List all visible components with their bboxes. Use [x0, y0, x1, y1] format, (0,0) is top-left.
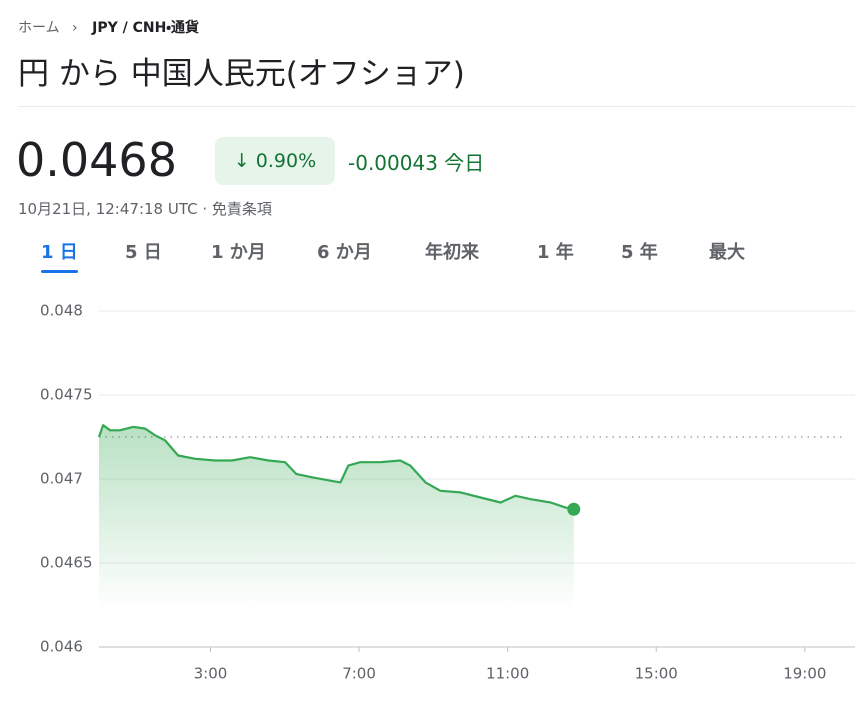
range-tab[interactable]: 5 日	[125, 242, 162, 263]
x-tick-label: 19:00	[783, 665, 826, 683]
price-line	[97, 424, 575, 511]
x-tick-label: 15:00	[635, 665, 678, 683]
y-tick-label: 0.048	[40, 302, 83, 320]
change-percent: 0.90%	[255, 150, 317, 172]
change-badge: ↓ 0.90%	[215, 137, 335, 185]
timestamp-row: 10月21日, 12:47:18 UTC · 免責条項	[18, 200, 272, 218]
breadcrumb-home[interactable]: ホーム	[18, 20, 60, 36]
breadcrumb: ホーム › JPY / CNH・通貨	[18, 20, 200, 36]
y-tick-label: 0.046	[40, 638, 83, 656]
chart: 0.046 0.0465 0.047 0.0475 0.048 3:00 7:00 11:00…	[40, 302, 855, 683]
timestamp: 10月21日, 12:47:18 UTC	[18, 200, 198, 218]
change-period: 今日	[444, 151, 485, 175]
y-tick-label: 0.047	[40, 470, 83, 488]
range-tab[interactable]: 6 か月	[317, 242, 372, 263]
range-tab[interactable]: 1 か月	[211, 242, 266, 263]
page-title: 円 から 中国人民元(オフショア)	[18, 56, 465, 92]
range-tab[interactable]: 5 年	[621, 242, 658, 263]
range-tab[interactable]: 1 日	[41, 238, 78, 273]
range-tab[interactable]: 年初来	[425, 242, 479, 263]
change-value: -0.00043	[348, 151, 438, 175]
x-tick-label: 7:00	[342, 665, 376, 683]
breadcrumb-current: JPY / CNH・通貨	[92, 20, 200, 36]
area	[99, 425, 574, 610]
divider	[18, 106, 855, 107]
x-tick-label: 11:00	[486, 665, 529, 683]
y-tick-label: 0.0475	[40, 386, 93, 404]
disclaimer[interactable]: 免責条項	[211, 200, 272, 218]
range-tab[interactable]: 1 年	[537, 242, 574, 263]
y-tick-label: 0.0465	[40, 554, 93, 572]
range-tab[interactable]: 最大	[709, 242, 745, 263]
last-point	[567, 502, 581, 516]
x-tick-label: 3:00	[194, 665, 228, 683]
change: -0.00043 今日	[348, 147, 484, 176]
price: 0.0468	[16, 133, 177, 187]
